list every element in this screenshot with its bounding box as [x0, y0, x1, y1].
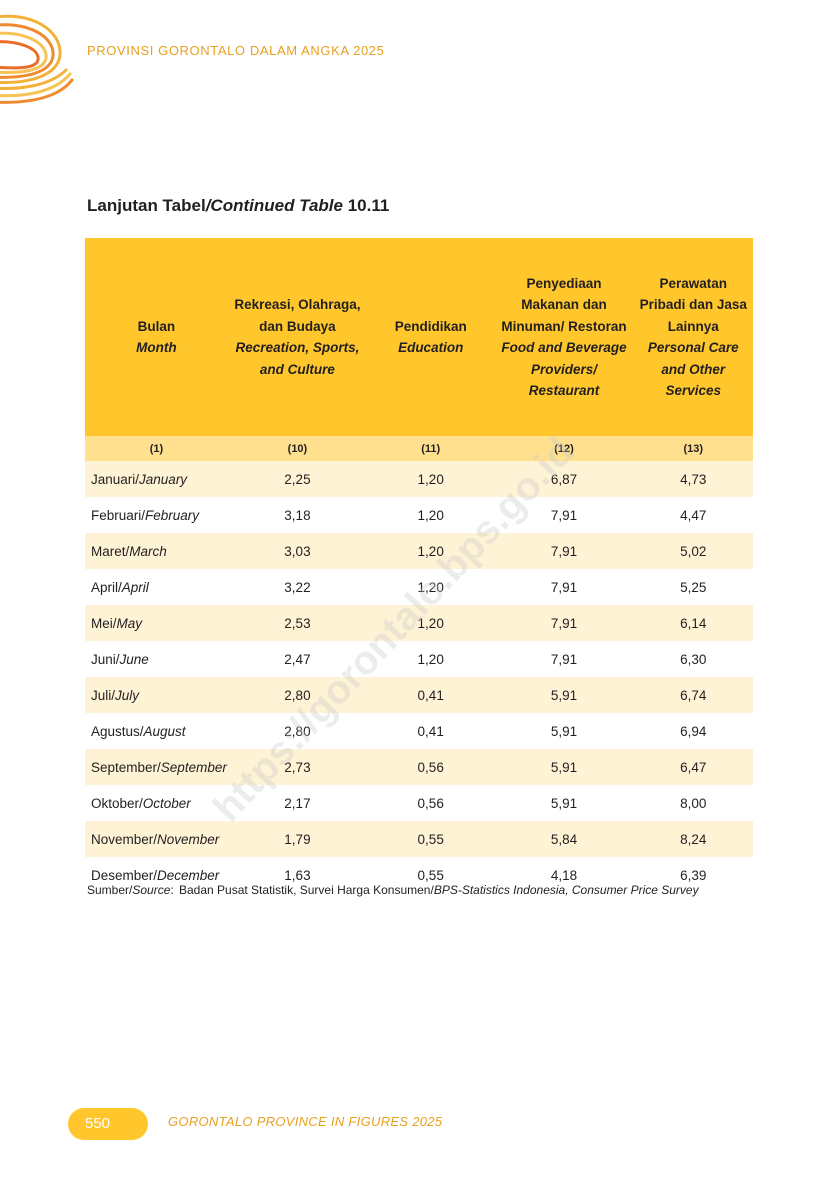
value-cell: 7,91: [494, 497, 634, 533]
month-cell: Juni/June: [85, 641, 228, 677]
value-cell: 4,18: [494, 857, 634, 893]
cpi-monthly-table: Bulan Month Rekreasi, Olahraga, dan Buday…: [85, 238, 753, 893]
col-number: (11): [367, 436, 495, 461]
value-cell: 3,18: [227, 497, 368, 533]
month-cell: Mei/May: [85, 605, 228, 641]
value-cell: 2,80: [227, 713, 368, 749]
source-text-en: BPS-Statistics Indonesia, Consumer Price…: [433, 883, 699, 897]
value-cell: 4,47: [633, 497, 753, 533]
value-cell: 0,56: [367, 785, 495, 821]
value-cell: 2,17: [227, 785, 368, 821]
source-label: Sumber/Source:: [87, 883, 174, 897]
month-cell: November/November: [85, 821, 228, 857]
value-cell: 0,41: [367, 677, 495, 713]
value-cell: 1,20: [367, 569, 495, 605]
month-cell: Desember/December: [85, 857, 228, 893]
table-row: Januari/January 2,25 1,20 6,87 4,73: [85, 461, 753, 497]
running-header: PROVINSI GORONTALO DALAM ANGKA 2025: [87, 43, 385, 58]
month-cell: Februari/February: [85, 497, 228, 533]
table-title-prefix: Lanjutan Tabel: [87, 196, 206, 215]
month-cell: Oktober/October: [85, 785, 228, 821]
value-cell: 3,22: [227, 569, 368, 605]
value-cell: 6,87: [494, 461, 634, 497]
value-cell: 2,53: [227, 605, 368, 641]
col-header-month: Bulan Month: [85, 238, 228, 436]
value-cell: 4,73: [633, 461, 753, 497]
value-cell: 7,91: [494, 533, 634, 569]
source-note: Sumber/Source: Badan Pusat Statistik, Sur…: [87, 883, 699, 897]
value-cell: 0,55: [367, 821, 495, 857]
value-cell: 1,63: [227, 857, 368, 893]
table-row: April/April 3,22 1,20 7,91 5,25: [85, 569, 753, 605]
value-cell: 7,91: [494, 605, 634, 641]
table-row: Oktober/October 2,17 0,56 5,91 8,00: [85, 785, 753, 821]
col-header-recreation: Rekreasi, Olahraga, dan Budaya Recreation…: [227, 238, 368, 436]
value-cell: 5,91: [494, 713, 634, 749]
value-cell: 3,03: [227, 533, 368, 569]
page-number-badge: 550: [68, 1108, 148, 1140]
value-cell: 8,24: [633, 821, 753, 857]
table-row: November/November 1,79 0,55 5,84 8,24: [85, 821, 753, 857]
value-cell: 2,47: [227, 641, 368, 677]
col-header-food-beverage: Penyediaan Makanan dan Minuman/ Restoran…: [494, 238, 634, 436]
table-row: Juli/July 2,80 0,41 5,91 6,74: [85, 677, 753, 713]
value-cell: 5,02: [633, 533, 753, 569]
table-title-number: 10.11: [342, 196, 390, 215]
value-cell: 6,74: [633, 677, 753, 713]
table-row: September/September 2,73 0,56 5,91 6,47: [85, 749, 753, 785]
table-row: Mei/May 2,53 1,20 7,91 6,14: [85, 605, 753, 641]
value-cell: 1,20: [367, 461, 495, 497]
value-cell: 6,47: [633, 749, 753, 785]
table-row: Juni/June 2,47 1,20 7,91 6,30: [85, 641, 753, 677]
value-cell: 0,56: [367, 749, 495, 785]
value-cell: 6,39: [633, 857, 753, 893]
value-cell: 5,91: [494, 785, 634, 821]
value-cell: 1,20: [367, 641, 495, 677]
value-cell: 6,94: [633, 713, 753, 749]
table-header-row: Bulan Month Rekreasi, Olahraga, dan Buday…: [85, 238, 753, 436]
publication-logo-icon: [0, 14, 74, 104]
table-row: Desember/December 1,63 0,55 4,18 6,39: [85, 857, 753, 893]
month-cell: September/September: [85, 749, 228, 785]
value-cell: 0,41: [367, 713, 495, 749]
month-cell: April/April: [85, 569, 228, 605]
table-row: Maret/March 3,03 1,20 7,91 5,02: [85, 533, 753, 569]
col-header-personal-care: Perawatan Pribadi dan Jasa Lainnya Person…: [633, 238, 753, 436]
value-cell: 1,79: [227, 821, 368, 857]
value-cell: 8,00: [633, 785, 753, 821]
value-cell: 6,14: [633, 605, 753, 641]
value-cell: 5,91: [494, 749, 634, 785]
col-number: (13): [633, 436, 753, 461]
footer-title: GORONTALO PROVINCE IN FIGURES 2025: [168, 1114, 443, 1129]
table-title-continued: /Continued Table: [205, 196, 343, 215]
month-cell: Maret/March: [85, 533, 228, 569]
value-cell: 2,25: [227, 461, 368, 497]
value-cell: 1,20: [367, 533, 495, 569]
table-row: Agustus/August 2,80 0,41 5,91 6,94: [85, 713, 753, 749]
source-text: Badan Pusat Statistik, Survei Harga Kons…: [179, 883, 434, 897]
month-cell: Juli/July: [85, 677, 228, 713]
value-cell: 0,55: [367, 857, 495, 893]
value-cell: 1,20: [367, 497, 495, 533]
month-cell: Agustus/August: [85, 713, 228, 749]
value-cell: 1,20: [367, 605, 495, 641]
table-body: Januari/January 2,25 1,20 6,87 4,73 Februari/…: [85, 461, 753, 893]
col-header-education: Pendidikan Education: [367, 238, 495, 436]
value-cell: 6,30: [633, 641, 753, 677]
month-cell: Januari/January: [85, 461, 228, 497]
value-cell: 2,80: [227, 677, 368, 713]
value-cell: 7,91: [494, 569, 634, 605]
col-number: (10): [227, 436, 368, 461]
col-number: (1): [85, 436, 228, 461]
table-title: Lanjutan Tabel/Continued Table 10.11: [87, 196, 389, 216]
value-cell: 7,91: [494, 641, 634, 677]
value-cell: 2,73: [227, 749, 368, 785]
column-number-row: (1) (10) (11) (12) (13): [85, 436, 753, 461]
col-number: (12): [494, 436, 634, 461]
table-row: Februari/February 3,18 1,20 7,91 4,47: [85, 497, 753, 533]
value-cell: 5,25: [633, 569, 753, 605]
value-cell: 5,91: [494, 677, 634, 713]
value-cell: 5,84: [494, 821, 634, 857]
